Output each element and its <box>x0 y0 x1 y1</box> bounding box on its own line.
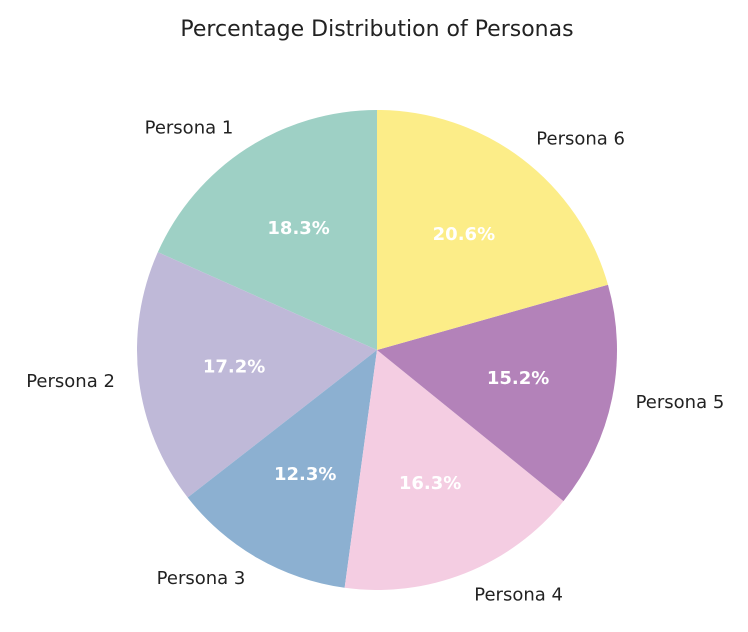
chart-title: Percentage Distribution of Personas <box>180 17 573 42</box>
value-label: 15.2% <box>487 368 549 389</box>
value-label: 18.3% <box>267 218 329 239</box>
slice-label: Persona 6 <box>536 128 625 149</box>
pie-slice <box>377 110 608 350</box>
value-label: 17.2% <box>203 356 265 377</box>
value-label: 20.6% <box>433 224 495 245</box>
slice-label: Persona 2 <box>26 371 115 392</box>
pie-slice <box>136 252 377 498</box>
slice-label: Persona 1 <box>145 118 234 139</box>
pie-slice <box>377 284 617 502</box>
pie-slice <box>157 110 377 350</box>
pie-slice <box>187 350 377 588</box>
value-label: 16.3% <box>399 473 461 494</box>
slice-label: Persona 3 <box>157 568 246 589</box>
value-label: 12.3% <box>274 464 336 485</box>
pie-slice <box>344 350 564 590</box>
slice-label: Persona 4 <box>474 584 563 605</box>
slice-label: Persona 5 <box>636 392 725 413</box>
